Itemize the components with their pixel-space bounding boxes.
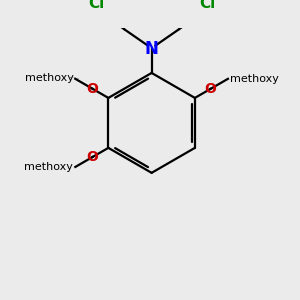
Text: O: O bbox=[87, 82, 99, 96]
Text: methoxy: methoxy bbox=[25, 73, 74, 83]
Text: methyl: methyl bbox=[75, 78, 80, 79]
Text: methoxy: methoxy bbox=[230, 74, 279, 84]
Text: O: O bbox=[87, 150, 99, 164]
Text: methoxy: methoxy bbox=[70, 77, 76, 78]
Text: O: O bbox=[205, 82, 217, 96]
Text: Cl: Cl bbox=[88, 0, 104, 11]
Text: OCH₃: OCH₃ bbox=[74, 78, 77, 79]
Text: Cl: Cl bbox=[199, 0, 215, 11]
Text: methoxy: methoxy bbox=[24, 162, 73, 172]
Text: N: N bbox=[145, 40, 159, 58]
